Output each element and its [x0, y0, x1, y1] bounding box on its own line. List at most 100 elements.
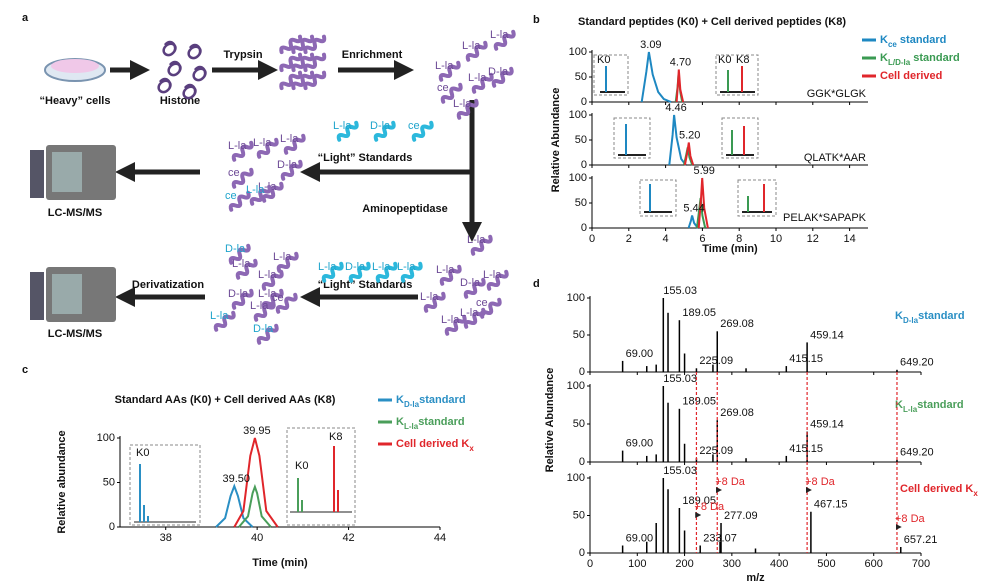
- x-tick-label: 40: [251, 532, 263, 544]
- shift-label: +8 Da: [805, 476, 836, 488]
- residue-tag: D-la: [488, 66, 509, 78]
- panel-label: b: [533, 14, 540, 26]
- residue-tag: L-la: [273, 251, 292, 263]
- histone: [182, 83, 197, 100]
- peak-label: 269.08: [720, 407, 754, 419]
- peptide: [411, 120, 434, 142]
- peptide: [438, 60, 461, 82]
- residue-tag: L-la: [258, 269, 277, 281]
- residue-tag: L-la: [372, 261, 391, 273]
- x-tick-label: 2: [626, 233, 632, 245]
- trace: [683, 142, 695, 166]
- spectrum-label-part: K: [895, 310, 903, 322]
- histone: [187, 43, 202, 60]
- peak-label: 415.15: [789, 443, 823, 455]
- peptide: [261, 181, 284, 203]
- spectrum-label-part: L-la: [903, 405, 918, 414]
- trace-label: GGK*GLGK: [807, 88, 867, 100]
- histone: [157, 77, 172, 94]
- y-tick-label: 50: [575, 134, 587, 146]
- peak-label: 459.14: [810, 329, 844, 341]
- x-tick-label: 8: [736, 233, 742, 245]
- y-tick-label: 100: [569, 46, 587, 58]
- peak-label: 5.99: [694, 165, 715, 177]
- y-tick-label: 50: [573, 329, 585, 341]
- inset-label: K8: [329, 431, 342, 443]
- histone: [167, 60, 182, 77]
- peptide: [261, 269, 284, 291]
- peptide: [213, 310, 236, 332]
- peak-label: 5.20: [679, 129, 700, 141]
- peptide: [253, 300, 276, 322]
- spectrum-label: Cell derived Kx: [900, 483, 978, 498]
- legend-label-part: K: [396, 394, 404, 406]
- legend-label-part: Cell derived: [880, 70, 942, 82]
- peak-label: 649.20: [900, 447, 934, 459]
- step-label: Trypsin: [223, 49, 262, 61]
- panel-label: d: [533, 278, 540, 290]
- peak-label: 225.09: [699, 355, 733, 367]
- step-label: “Heavy” cells: [40, 95, 111, 107]
- x-tick-label: 12: [807, 233, 819, 245]
- peptide: [261, 288, 284, 310]
- inset-label: K0: [597, 54, 610, 66]
- y-tick-label: 100: [567, 472, 585, 484]
- legend-label-part: standard: [897, 34, 947, 46]
- y-tick-label: 50: [573, 418, 585, 430]
- y-tick-label: 0: [579, 456, 585, 468]
- peptide: [256, 323, 279, 345]
- peptide: [291, 34, 315, 55]
- y-tick-label: 0: [581, 222, 587, 234]
- x-tick-label: 200: [675, 558, 693, 570]
- peak-label: 189.05: [682, 495, 716, 507]
- peptide: [303, 70, 327, 91]
- y-tick-label: 0: [109, 521, 115, 533]
- peptide: [444, 314, 467, 336]
- peptide: [276, 251, 299, 273]
- legend-label-part: Cell derived K: [396, 438, 469, 450]
- peak-label: 189.05: [682, 307, 716, 319]
- peptide: [373, 120, 396, 142]
- peptide: [283, 133, 306, 155]
- y-axis-label: Relative abundance: [56, 430, 68, 533]
- residue-tag: L-la: [318, 261, 337, 273]
- residue-tag: L-la: [210, 310, 229, 322]
- inset-label: K0: [136, 447, 149, 459]
- inset-label: K8: [736, 54, 749, 66]
- peak-label: 69.00: [626, 438, 654, 450]
- dish-medium: [51, 59, 99, 73]
- x-tick-label: 600: [865, 558, 883, 570]
- peak-label: 649.20: [900, 357, 934, 369]
- panel-label: c: [22, 364, 28, 376]
- residue-tag: D-la: [277, 159, 298, 171]
- peptide: [348, 261, 371, 283]
- x-tick-label: 10: [770, 233, 782, 245]
- legend-label-part: K: [396, 416, 404, 428]
- y-tick-label: 100: [567, 380, 585, 392]
- x-tick-label: 300: [723, 558, 741, 570]
- instrument: [30, 145, 116, 322]
- inset-label: K0: [295, 460, 308, 472]
- peptide: [231, 288, 254, 310]
- peak-label: 4.70: [670, 56, 691, 68]
- residue-tag: L-la: [490, 29, 509, 41]
- residue-tag: L-la: [441, 314, 460, 326]
- step-label: Derivatization: [132, 279, 204, 291]
- peak-label: 459.14: [810, 419, 844, 431]
- legend-label-part: ce: [888, 40, 897, 49]
- step-label: Histone: [160, 95, 200, 107]
- peptide: [231, 167, 254, 189]
- x-tick-label: 700: [912, 558, 930, 570]
- x-tick-label: 44: [434, 532, 446, 544]
- x-tick-label: 400: [770, 558, 788, 570]
- peptide: [456, 98, 479, 120]
- peptide: [235, 258, 258, 280]
- residue-tag: L-la: [483, 269, 502, 281]
- residue-tag: ce: [272, 292, 284, 304]
- peptide: [291, 52, 315, 73]
- peptide: [279, 70, 303, 91]
- legend-label: Cell derived: [880, 70, 942, 82]
- peak-label: 3.09: [640, 39, 661, 51]
- y-tick-label: 0: [581, 96, 587, 108]
- legend-label-part: D-la: [404, 400, 420, 409]
